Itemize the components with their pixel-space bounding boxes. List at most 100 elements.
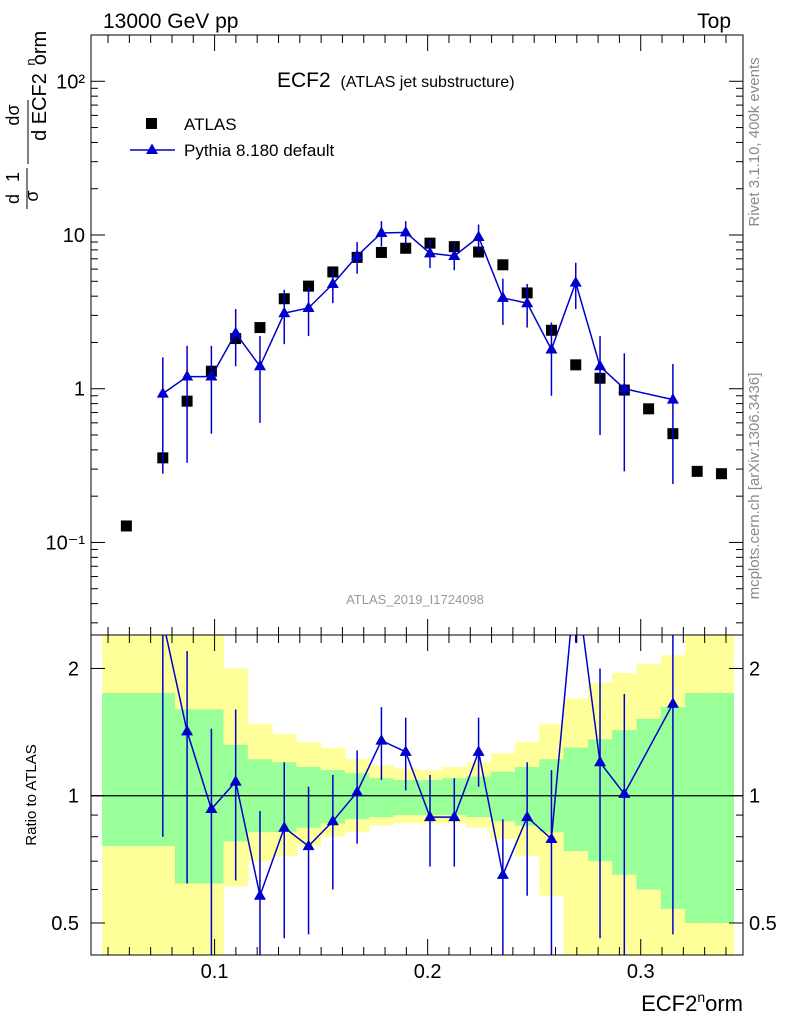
ratio-point <box>205 802 218 814</box>
y-tick-label: 10² <box>56 71 85 93</box>
atlas-point <box>120 520 132 532</box>
pythia-point <box>253 359 266 371</box>
ratio-y-tick-label: 0.5 <box>51 913 79 935</box>
ylabel-superscript: n <box>23 58 38 65</box>
pythia-point <box>375 226 388 238</box>
ratio-y-tick-label-right: 0.5 <box>749 913 777 935</box>
pythia-point <box>545 342 558 354</box>
ratio-point <box>472 745 485 756</box>
pythia-point <box>594 359 607 371</box>
chart-subtitle: (ATLAS jet substructure) <box>341 74 515 91</box>
inner-band <box>369 778 394 818</box>
inner-band <box>138 692 176 847</box>
inner-band <box>685 692 710 923</box>
pythia-point <box>351 249 364 261</box>
pythia-point <box>205 370 218 381</box>
atlas-point <box>473 246 485 258</box>
pythia-point <box>472 230 485 242</box>
atlas-point <box>400 242 412 254</box>
x-tick-label: 0.1 <box>201 961 229 983</box>
pythia-point <box>156 387 169 398</box>
legend: ATLAS Pythia 8.180 default <box>130 115 335 160</box>
ratio-point <box>448 810 461 822</box>
chart-title: ECF2 (ATLAS jet substructure) <box>277 69 515 92</box>
pythia-point <box>569 276 582 287</box>
ratio-axis-ticks: 2 2 1 1 0.5 0.5 0.1 0.2 0.3 <box>51 635 777 983</box>
ratio-y-tick-label-right: 2 <box>749 658 760 680</box>
ratio-point <box>594 755 607 767</box>
pythia-point <box>181 370 194 381</box>
ratio-point <box>423 810 436 822</box>
ratio-point <box>302 839 315 851</box>
ratio-point <box>496 868 509 879</box>
atlas-point <box>375 246 387 258</box>
atlas-point <box>570 359 582 371</box>
ratio-point <box>278 821 291 832</box>
inner-band <box>102 692 139 847</box>
ylabel-suffix: orm <box>29 31 51 65</box>
header-left-label: 13000 GeV pp <box>103 10 238 33</box>
ratio-plot-area <box>157 570 679 955</box>
ratio-point <box>351 785 364 797</box>
ylabel-denominator: d ECF2 <box>29 73 51 141</box>
pythia-point <box>229 326 242 338</box>
pythia-point <box>618 382 631 393</box>
y-tick-label: 10⁻¹ <box>46 532 86 554</box>
atlas-point <box>715 468 727 480</box>
main-y-axis-label: d σ 1 dσ d ECF2 n orm <box>3 31 51 209</box>
ratio-point <box>326 814 339 826</box>
pythia-point <box>666 393 679 404</box>
mcplots-label: mcplots.cern.ch [arXiv:1306.3436] <box>746 373 763 600</box>
x-tick-label: 0.3 <box>627 961 655 983</box>
y-tick-label: 10 <box>63 225 85 247</box>
ratio-point <box>545 832 558 844</box>
pythia-point <box>278 306 291 318</box>
ratio-point <box>570 570 582 581</box>
inner-band <box>563 747 589 852</box>
pythia-point <box>448 249 461 261</box>
ratio-y-tick-label: 2 <box>68 658 79 680</box>
ylabel-sigma-1: σ <box>22 190 42 201</box>
legend-label-atlas: ATLAS <box>184 115 237 134</box>
analysis-label: ATLAS_2019_I1724098 <box>346 592 484 607</box>
inner-band <box>709 692 735 923</box>
atlas-point <box>691 465 703 477</box>
atlas-point <box>497 259 509 271</box>
legend-marker-pythia <box>146 143 158 154</box>
ratio-y-tick-label-right: 1 <box>749 786 760 808</box>
ratio-y-axis-label: Ratio to ATLAS <box>23 744 40 845</box>
ratio-point <box>521 810 534 822</box>
ratio-point <box>253 889 266 900</box>
legend-marker-atlas <box>146 118 157 129</box>
ylabel-d-1: d <box>3 194 23 204</box>
ratio-plot-frame <box>90 634 744 956</box>
pythia-point <box>496 291 509 302</box>
ratio-y-tick-label: 1 <box>68 786 79 808</box>
ratio-point <box>618 787 631 798</box>
inner-band <box>490 771 516 822</box>
ratio-point <box>181 724 194 736</box>
atlas-point <box>643 403 655 415</box>
atlas-point <box>303 280 315 292</box>
ylabel-numerator: dσ <box>3 104 23 125</box>
header-right-label: Top <box>697 10 731 33</box>
inner-band <box>636 718 662 890</box>
pythia-point <box>302 301 315 313</box>
y-tick-label: 1 <box>74 379 85 401</box>
pythia-point <box>521 296 534 308</box>
atlas-point <box>254 322 266 334</box>
ylabel-one: 1 <box>3 172 23 182</box>
ratio-point <box>157 614 169 625</box>
ratio-series <box>157 570 679 955</box>
ratio-point <box>399 745 412 756</box>
rivet-label: Rivet 3.1.10, 400k events <box>746 57 763 226</box>
ratio-uncertainty-bands <box>102 635 735 955</box>
x-tick-label: 0.2 <box>414 961 442 983</box>
ratio-point <box>375 734 388 745</box>
pythia-point <box>399 225 412 237</box>
ratio-point <box>666 697 679 708</box>
legend-label-pythia: Pythia 8.180 default <box>184 141 335 160</box>
main-plot-area <box>120 221 727 532</box>
pythia-point <box>423 246 436 258</box>
